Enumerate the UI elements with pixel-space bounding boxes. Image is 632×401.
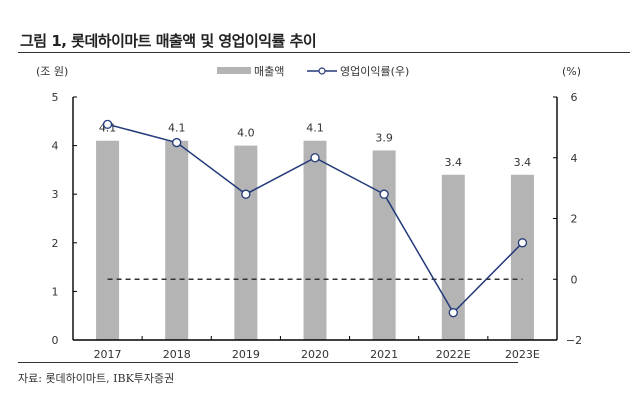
x-axis-tick-label: 2022E	[436, 348, 471, 361]
x-axis-tick-label: 2019	[232, 348, 260, 361]
operating-margin-point-2022E	[448, 308, 458, 318]
bar-2020	[303, 140, 327, 340]
left-axis-tick-label: 0	[52, 334, 59, 347]
bar-value-label: 3.4	[445, 156, 463, 169]
x-axis-tick-label: 2017	[94, 348, 122, 361]
right-axis-tick-label: 6	[571, 91, 578, 104]
bar-2023E	[510, 174, 534, 340]
bar-2018	[165, 140, 189, 340]
operating-margin-point-2023E	[517, 238, 528, 248]
bar-2017	[96, 140, 120, 340]
right-axis-tick-label: 0	[571, 273, 578, 286]
operating-margin-point-2021	[379, 189, 389, 199]
chart-title: 그림 1, 롯데하이마트 매출액 및 영업이익률 추이	[20, 32, 317, 50]
legend-line-label: 영업이익률(우)	[340, 65, 409, 78]
title-divider	[18, 52, 630, 53]
x-axis-tick-label: 2023E	[505, 348, 540, 361]
operating-margin-point-2018	[172, 137, 182, 148]
right-axis-tick-label: 2	[571, 213, 578, 226]
source-note: 자료: 롯데하이마트, IBK투자증권	[18, 372, 175, 385]
right-axis-tick-label: −2	[566, 334, 582, 347]
operating-margin-point-2020	[310, 153, 320, 163]
left-axis-tick-label: 4	[52, 140, 59, 153]
bar-value-label: 3.4	[514, 156, 532, 169]
operating-margin-point-2017	[102, 119, 113, 129]
bar-value-label: 4.1	[168, 122, 186, 135]
footer-divider	[18, 362, 518, 363]
bar-2019	[234, 145, 258, 340]
left-axis-tick-label: 5	[52, 91, 59, 104]
operating-margin-point-2019	[241, 189, 251, 199]
legend-bar-label: 매출액	[254, 65, 284, 78]
bar-value-label: 3.9	[375, 131, 393, 144]
left-axis-unit: (조 원)	[36, 65, 68, 78]
legend-bar-swatch	[217, 67, 251, 74]
left-axis-tick-label: 3	[52, 188, 59, 201]
x-axis-tick-label: 2018	[163, 348, 191, 361]
bar-value-label: 4.1	[306, 122, 324, 135]
bar-value-label: 4.0	[237, 127, 255, 140]
right-axis-tick-label: 4	[571, 152, 578, 165]
x-axis-tick-label: 2020	[301, 348, 329, 361]
left-axis-tick-label: 1	[52, 285, 59, 298]
right-axis-unit: (%)	[562, 65, 581, 78]
legend-line-marker	[318, 67, 326, 75]
legend: 매출액 영업이익률(우)	[217, 65, 409, 78]
x-axis-tick-label: 2021	[370, 348, 398, 361]
bar-2022E	[441, 174, 465, 340]
left-axis-tick-label: 2	[52, 237, 59, 250]
bar-2021	[372, 150, 396, 340]
